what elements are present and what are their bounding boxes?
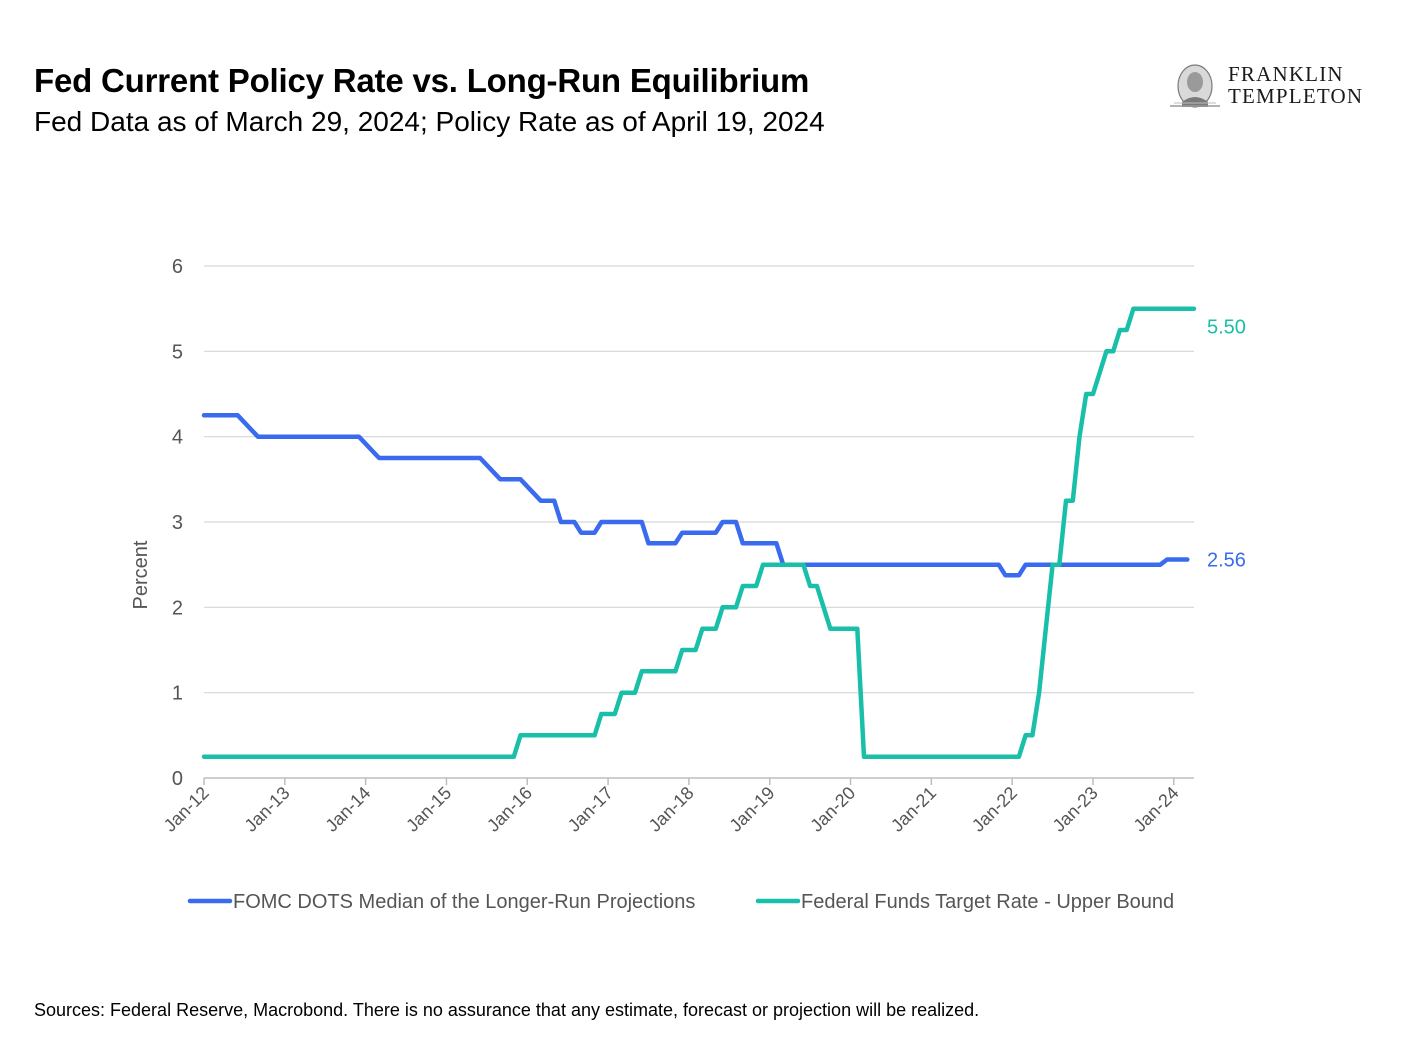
series-line-2 — [201, 306, 1197, 759]
y-tick-label: 6 — [172, 256, 183, 278]
x-tick-label: Jan-15 — [402, 783, 455, 836]
y-tick-label: 1 — [172, 683, 183, 705]
legend-label-1: FOMC DOTS Median of the Longer-Run Proje… — [233, 891, 695, 913]
x-tick-label: Jan-24 — [1130, 783, 1183, 836]
y-axis-label: Percent — [130, 540, 152, 609]
legend-label-2: Federal Funds Target Rate - Upper Bound — [801, 891, 1174, 913]
chart-title: Fed Current Policy Rate vs. Long-Run Equ… — [34, 62, 810, 99]
series-line-1 — [201, 413, 1190, 578]
end-value-label-2: 5.50 — [1207, 317, 1246, 339]
y-tick-label: 2 — [172, 597, 183, 619]
x-tick-label: Jan-18 — [645, 783, 698, 836]
x-tick-label: Jan-14 — [321, 783, 374, 836]
y-tick-label: 3 — [172, 512, 183, 534]
logo-line-2: TEMPLETON — [1228, 84, 1364, 108]
sources-note: Sources: Federal Reserve, Macrobond. The… — [34, 1000, 980, 1020]
x-tick-label: Jan-20 — [806, 783, 859, 836]
x-tick-label: Jan-13 — [241, 783, 294, 836]
y-tick-label: 4 — [172, 427, 183, 449]
x-tick-label: Jan-16 — [483, 783, 536, 836]
end-value-label-1: 2.56 — [1207, 550, 1246, 572]
y-tick-label: 0 — [172, 768, 183, 790]
x-tick-label: Jan-21 — [887, 783, 940, 836]
x-tick-label: Jan-12 — [160, 783, 213, 836]
franklin-templeton-logo: FRANKLIN TEMPLETON — [1166, 62, 1392, 112]
franklin-portrait-icon — [1170, 64, 1220, 108]
x-tick-label: Jan-19 — [725, 783, 778, 836]
x-tick-label: Jan-23 — [1049, 783, 1102, 836]
x-tick-label: Jan-22 — [968, 783, 1021, 836]
chart-subtitle: Fed Data as of March 29, 2024; Policy Ra… — [34, 106, 825, 137]
x-tick-label: Jan-17 — [564, 783, 617, 836]
logo-line-1: FRANKLIN — [1228, 62, 1344, 86]
y-tick-label: 5 — [172, 341, 183, 363]
